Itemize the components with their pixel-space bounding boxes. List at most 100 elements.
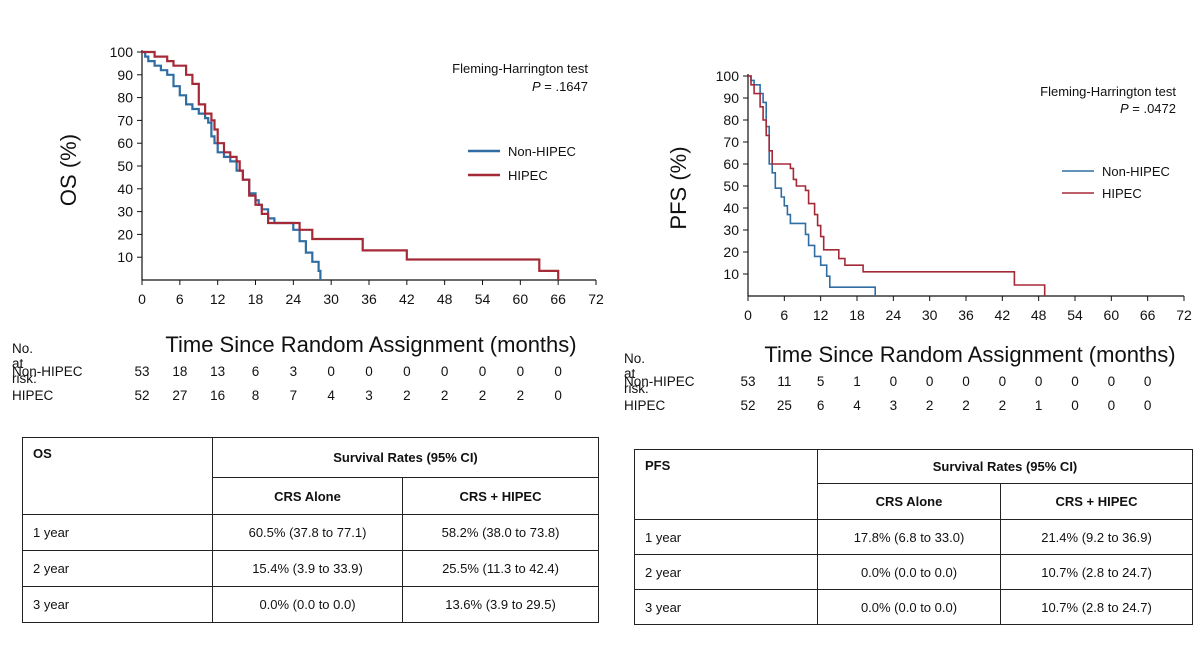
os-p-symbol: P: [532, 79, 541, 94]
os-risk-count: 0: [478, 364, 487, 379]
os-x-tick-label: 30: [323, 291, 339, 307]
os-x-tick-label: 12: [210, 291, 226, 307]
pfs-y-axis-title: PFS (%): [666, 146, 691, 229]
table-row: 1 year 60.5% (37.8 to 77.1) 58.2% (38.0 …: [22, 514, 600, 551]
pfs-y-tick-label: 90: [723, 90, 739, 106]
pfs-cell-crs-alone: 0.0% (0.0 to 0.0): [817, 589, 1001, 625]
os-panel: OS (%) Time Since Random Assignment (mon…: [12, 44, 604, 623]
os-x-tick-label: 0: [138, 291, 146, 307]
pfs-cell-crs-hipec: 10.7% (2.8 to 24.7): [999, 589, 1194, 625]
pfs-risk-count: 0: [1034, 374, 1043, 389]
pfs-table-span-header: Survival Rates (95% CI): [816, 449, 1194, 484]
pfs-legend-label-hipec: HIPEC: [1102, 186, 1142, 201]
os-risk-count: 7: [289, 388, 298, 403]
os-row-label: 1 year: [22, 514, 213, 551]
pfs-x-axis-title: Time Since Random Assignment (months): [764, 342, 1175, 367]
os-risk-count: 2: [440, 388, 449, 403]
os-risk-count: 6: [251, 364, 260, 379]
os-risk-count: 52: [134, 388, 150, 403]
pfs-risk-count: 5: [816, 374, 825, 389]
os-y-tick-label: 90: [117, 67, 133, 83]
table-row: 2 year 15.4% (3.9 to 33.9) 25.5% (11.3 t…: [22, 550, 600, 587]
os-x-tick-label: 54: [475, 291, 491, 307]
pfs-x-tick-label: 60: [1104, 307, 1120, 323]
pfs-y-tick-label: 10: [723, 266, 739, 282]
table-row: 3 year 0.0% (0.0 to 0.0) 10.7% (2.8 to 2…: [634, 589, 1194, 625]
pfs-x-tick-label: 54: [1067, 307, 1083, 323]
os-cell-crs-hipec: 58.2% (38.0 to 73.8): [401, 514, 600, 551]
os-x-tick-label: 24: [286, 291, 302, 307]
os-x-tick-label: 66: [550, 291, 566, 307]
os-risk-count: 2: [403, 388, 411, 403]
pfs-risk-count: 0: [962, 374, 970, 389]
os-risk-count: 4: [327, 388, 335, 403]
os-table-span-header: Survival Rates (95% CI): [211, 437, 600, 478]
pfs-y-tick-label: 40: [723, 200, 739, 216]
os-risk-count: 13: [210, 364, 226, 379]
pfs-x-tick-label: 18: [849, 307, 865, 323]
os-risk-count: 53: [134, 364, 150, 379]
os-y-tick-label: 100: [110, 44, 134, 60]
pfs-risk-count: 4: [853, 398, 861, 413]
os-risk-count: 0: [440, 364, 449, 379]
os-risk-label: HIPEC: [12, 388, 54, 403]
os-cell-crs-alone: 60.5% (37.8 to 77.1): [212, 514, 403, 551]
pfs-x-tick-label: 48: [1031, 307, 1047, 323]
pfs-panel: PFS (%) Time Since Random Assignment (mo…: [610, 0, 1200, 649]
pfs-risk-count: 0: [1143, 374, 1152, 389]
pfs-risk-count: 0: [1107, 398, 1116, 413]
pfs-curve-non-hipec: [748, 75, 876, 296]
os-x-tick-label: 6: [176, 291, 184, 307]
pfs-x-tick-label: 12: [813, 307, 829, 323]
os-table-col-crs-alone: CRS Alone: [212, 477, 403, 515]
os-survival-table: OS Survival Rates (95% CI) CRS Alone CRS…: [22, 437, 600, 623]
pfs-x-tick-label: 66: [1140, 307, 1156, 323]
pfs-x-tick-label: 30: [922, 307, 938, 323]
pfs-x-tick-label: 0: [744, 307, 752, 323]
os-row-label: 2 year: [22, 550, 213, 587]
os-x-tick-label: 60: [513, 291, 529, 307]
os-x-axis-title: Time Since Random Assignment (months): [165, 332, 576, 357]
pfs-cell-crs-alone: 0.0% (0.0 to 0.0): [817, 554, 1001, 590]
pfs-table-col-crs-alone: CRS Alone: [817, 483, 1001, 520]
os-risk-count: 0: [554, 388, 562, 403]
pfs-risk-count: 0: [1143, 398, 1152, 413]
os-y-tick-label: 10: [117, 249, 133, 265]
os-risk-label: Non-HIPEC: [12, 364, 83, 379]
pfs-risk-count: 0: [1107, 374, 1116, 389]
pfs-y-tick-label: 50: [723, 178, 739, 194]
os-risk-count: 27: [172, 388, 188, 403]
pfs-x-tick-label: 6: [780, 307, 788, 323]
os-cell-crs-hipec: 13.6% (3.9 to 29.5): [401, 586, 600, 623]
pfs-risk-count: 1: [853, 374, 861, 389]
pfs-risk-count: 52: [740, 398, 756, 413]
os-risk-count: 3: [289, 364, 298, 379]
pfs-x-tick-label: 24: [886, 307, 902, 323]
pfs-test-label: Fleming-Harrington test: [1040, 84, 1176, 99]
os-p-number: = .1647: [544, 79, 588, 94]
os-table-col-crs-hipec: CRS + HIPEC: [401, 477, 600, 515]
pfs-cell-crs-hipec: 21.4% (9.2 to 36.9): [999, 519, 1194, 555]
pfs-x-tick-label: 42: [995, 307, 1011, 323]
os-risk-count: 2: [478, 388, 487, 403]
os-risk-count: 0: [327, 364, 335, 379]
pfs-p-symbol: P: [1120, 101, 1129, 116]
pfs-table-metric: PFS: [634, 449, 818, 520]
pfs-risk-label: HIPEC: [624, 398, 666, 413]
pfs-legend-label-non-hipec: Non-HIPEC: [1102, 164, 1170, 179]
os-risk-count: 0: [516, 364, 525, 379]
pfs-p-number: = .0472: [1132, 101, 1176, 116]
os-y-tick-label: 80: [117, 90, 133, 106]
pfs-risk-count: 0: [889, 374, 898, 389]
os-cell-crs-alone: 0.0% (0.0 to 0.0): [212, 586, 403, 623]
pfs-p-value: P = .0472: [1120, 101, 1176, 116]
os-y-tick-label: 30: [117, 204, 133, 220]
pfs-y-tick-label: 30: [723, 222, 739, 238]
os-y-tick-label: 60: [117, 135, 133, 151]
pfs-risk-count: 0: [998, 374, 1007, 389]
os-test-label: Fleming-Harrington test: [452, 61, 588, 76]
pfs-risk-count: 0: [1071, 398, 1079, 413]
os-y-tick-label: 50: [117, 158, 133, 174]
os-cell-crs-alone: 15.4% (3.9 to 33.9): [212, 550, 403, 587]
pfs-risk-title: No. at risk:: [624, 351, 649, 396]
